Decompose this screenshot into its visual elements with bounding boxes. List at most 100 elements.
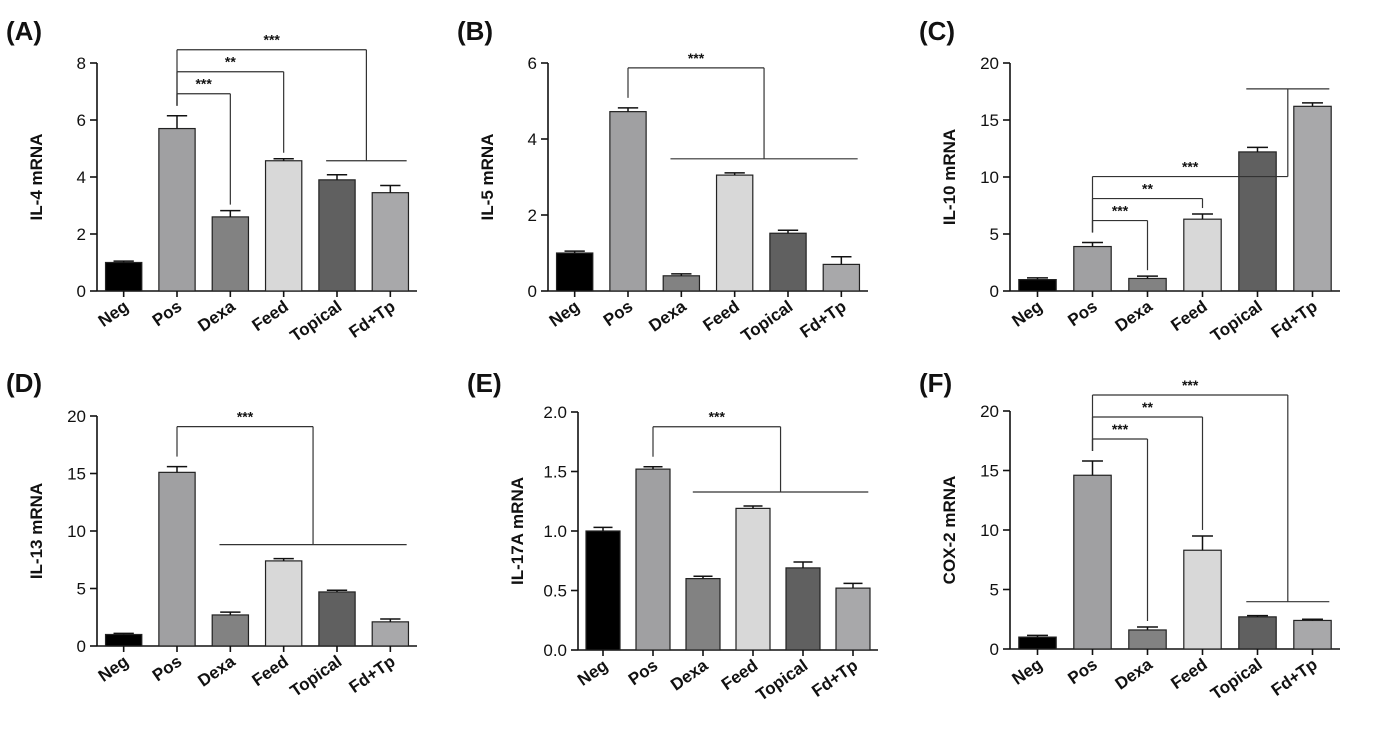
error-bar <box>166 465 188 473</box>
significance-bracket: *** <box>1091 203 1149 271</box>
error-bar <box>593 526 613 531</box>
panel-label: (E) <box>467 368 502 398</box>
y-axis-label: IL-5 mRNA <box>478 134 497 221</box>
y-tick-label: 15 <box>67 465 86 484</box>
x-tick-label: Pos <box>149 652 185 685</box>
error-bar <box>326 173 348 180</box>
y-axis-label: IL-10 mRNA <box>940 129 959 225</box>
significance-bracket: *** <box>652 409 869 493</box>
panel-label: (F) <box>919 368 952 398</box>
x-tick-label: Pos <box>149 297 185 330</box>
error-bar <box>380 618 401 622</box>
bar-topical <box>318 179 356 292</box>
bar-topical <box>318 591 356 647</box>
x-tick-label: Topical <box>738 297 797 346</box>
significance-bracket: *** <box>176 76 231 205</box>
y-tick-label: 5 <box>77 580 86 599</box>
y-tick-label: 15 <box>980 111 999 130</box>
bar-pos <box>158 471 196 647</box>
x-tick-label: Fd+Tp <box>1268 297 1321 342</box>
x-tick-label: Feed <box>1167 655 1210 693</box>
error-bar <box>273 158 294 161</box>
error-bar <box>1027 634 1048 638</box>
x-tick-label: Dexa <box>1112 654 1157 693</box>
x-tick-label: Dexa <box>1112 296 1157 335</box>
error-bar <box>1027 277 1048 280</box>
bar-pos <box>609 111 647 292</box>
y-tick-label: 10 <box>980 521 999 540</box>
bar-dexa <box>1128 629 1167 650</box>
bar-feed <box>715 174 754 292</box>
x-tick-label: Topical <box>753 656 812 705</box>
bar-dexa <box>662 275 701 292</box>
error-bar <box>380 184 401 193</box>
y-tick-label: 2.0 <box>543 403 567 422</box>
bar-feed <box>264 160 303 292</box>
x-tick-label: Feed <box>1167 297 1210 335</box>
error-bar <box>643 465 663 470</box>
y-tick-label: 6 <box>77 111 86 130</box>
y-axis-label: COX-2 mRNA <box>940 476 959 585</box>
bar-dexa <box>1128 277 1167 292</box>
error-bar <box>1247 614 1268 617</box>
y-tick-label: 20 <box>67 407 86 426</box>
error-bar <box>793 561 813 568</box>
x-tick-label: Topical <box>287 652 346 701</box>
bar-feed <box>1183 549 1222 650</box>
x-tick-label: Fd+Tp <box>797 297 850 342</box>
significance-label: ** <box>1142 181 1153 197</box>
error-bar <box>1192 213 1213 220</box>
bar-feed <box>1183 218 1222 292</box>
x-tick-label: Topical <box>287 297 346 346</box>
error-bar <box>671 273 692 276</box>
x-tick-label: Pos <box>1064 297 1100 330</box>
error-bar <box>220 209 241 217</box>
error-bar <box>724 172 745 176</box>
bar-neg <box>585 530 621 651</box>
y-tick-label: 15 <box>980 462 999 481</box>
error-bar <box>617 107 639 112</box>
significance-label: *** <box>195 76 212 92</box>
error-bar <box>693 575 713 579</box>
error-bar <box>326 589 348 592</box>
y-tick-label: 5 <box>990 225 999 244</box>
y-tick-label: 2 <box>77 225 86 244</box>
significance-label: *** <box>1112 203 1129 219</box>
error-bar <box>166 114 188 129</box>
bar-pos <box>1073 474 1112 650</box>
panel-label: (A) <box>6 16 42 46</box>
bar-topical <box>769 232 807 292</box>
chart-panel-5: (E) IL-17A mRNA 0.0 0.5 1.0 1.5 2.0 Neg Pos Dexa F… <box>467 368 878 705</box>
significance-label: ** <box>1142 399 1153 415</box>
error-bar <box>777 229 799 234</box>
x-tick-label: Dexa <box>194 296 239 335</box>
x-tick-label: Pos <box>600 297 636 330</box>
x-tick-label: Neg <box>95 652 132 686</box>
y-tick-label: 20 <box>980 54 999 73</box>
x-tick-label: Feed <box>249 297 292 335</box>
panel-label: (B) <box>457 16 493 46</box>
y-tick-label: 0 <box>77 637 86 656</box>
error-bar <box>564 250 585 253</box>
bar-fdplustp <box>371 192 410 292</box>
error-bar <box>1302 618 1323 621</box>
error-bar <box>1247 146 1268 152</box>
x-tick-label: Neg <box>1009 297 1046 331</box>
bar-pos <box>158 127 196 292</box>
y-tick-label: 0 <box>990 282 999 301</box>
bar-neg <box>555 252 594 292</box>
y-tick-label: 0 <box>990 640 999 659</box>
bar-fdplustp <box>371 621 410 647</box>
bar-dexa <box>211 614 250 647</box>
x-tick-label: Fd+Tp <box>808 656 861 701</box>
chart-panel-6: (F) COX-2 mRNA 0 5 10 15 20 Neg Pos Dexa FeedTopic… <box>919 368 1340 704</box>
significance-bracket: *** <box>176 32 407 162</box>
y-tick-label: 1.5 <box>543 463 567 482</box>
bar-feed <box>735 507 771 651</box>
y-axis-label: IL-4 mRNA <box>27 134 46 221</box>
x-tick-label: Pos <box>625 656 661 689</box>
x-tick-label: Feed <box>700 297 743 335</box>
significance-bracket: *** <box>1091 88 1330 233</box>
error-bar <box>831 256 852 265</box>
